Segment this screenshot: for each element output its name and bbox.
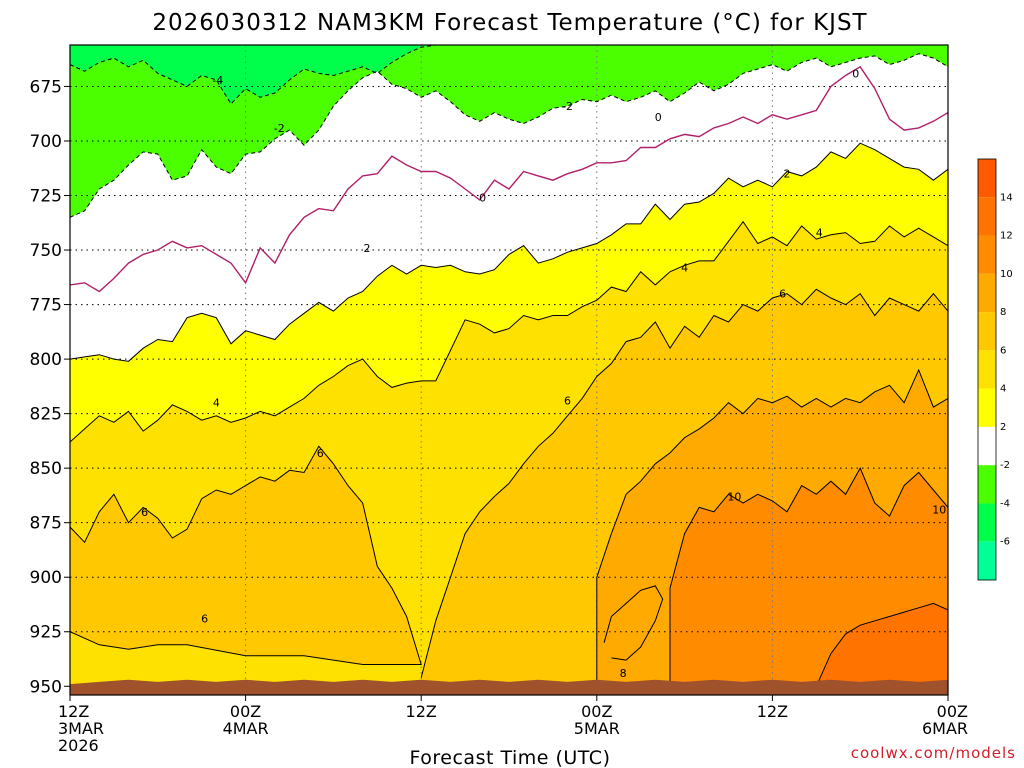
x-tick-label: 2026 xyxy=(58,736,99,755)
isotherm-0 xyxy=(70,65,948,293)
colorbar-label: 12 xyxy=(1000,231,1013,242)
isotherm-outline xyxy=(70,445,422,665)
contour-label: 6 xyxy=(779,288,786,301)
contour-label: -4 xyxy=(212,74,223,87)
y-tick-label: 800 xyxy=(30,350,62,370)
isotherm-outline xyxy=(603,585,664,661)
colorbar-segment xyxy=(978,426,996,466)
plot-area xyxy=(70,45,948,695)
contour-label: 0 xyxy=(852,67,859,80)
colorbar-label: -6 xyxy=(1000,537,1010,548)
colorbar-segment xyxy=(978,350,996,389)
isotherm-outline xyxy=(420,288,948,687)
isotherm-2 xyxy=(70,142,948,362)
isotherm-outline xyxy=(596,368,948,687)
isotherm-outline xyxy=(669,467,948,687)
ground-surface xyxy=(70,679,948,695)
colorbar-label: -2 xyxy=(1000,460,1010,471)
contour-label: 6 xyxy=(141,506,148,519)
colorbar-label: 4 xyxy=(1000,384,1006,395)
contour-label: -2 xyxy=(562,100,573,113)
colorbar-frame xyxy=(977,158,997,581)
x-tick-label: 00Z xyxy=(230,702,261,721)
colorbar-segment xyxy=(978,197,996,236)
x-tick-label: 12Z xyxy=(406,702,437,721)
contour-label: 0 xyxy=(655,111,662,124)
colorbar-segment xyxy=(978,388,996,427)
contour-label: 6 xyxy=(201,613,208,626)
colorbar-label: 2 xyxy=(1000,422,1006,433)
y-tick-label: 825 xyxy=(30,405,62,425)
y-tick-label: 725 xyxy=(30,187,62,207)
contour-label: 2 xyxy=(364,242,371,255)
band-below-minus4 xyxy=(70,45,436,104)
x-tick-label: 5MAR xyxy=(574,719,620,738)
ground-fill xyxy=(70,679,948,695)
x-tick-label: 4MAR xyxy=(223,719,269,738)
colorbar-label: 10 xyxy=(1000,269,1013,280)
plot-frame xyxy=(69,44,949,696)
x-tick-label: 00Z xyxy=(581,702,612,721)
contour-label: 4 xyxy=(816,227,823,240)
y-tick-label: 950 xyxy=(30,677,62,697)
y-tick-label: 675 xyxy=(30,77,62,97)
y-axis: 675 700 725 750 775 800 825 850 875 900 925 950 xyxy=(30,77,70,697)
x-tick-label: 12Z xyxy=(757,702,788,721)
contour-label: 4 xyxy=(681,261,688,274)
colorbar-segment xyxy=(978,159,996,198)
colorbar-label: -4 xyxy=(1000,498,1010,509)
colorbar-segment xyxy=(978,273,996,313)
y-tick-label: 925 xyxy=(30,623,62,643)
y-tick-label: 875 xyxy=(30,514,62,534)
isotherm-outline xyxy=(815,602,948,687)
y-tick-label: 775 xyxy=(30,296,62,316)
x-tick-label: 6MAR xyxy=(922,719,968,738)
chart-title: 2026030312 NAM3KM Forecast Temperature (… xyxy=(152,10,867,36)
y-tick-label: 700 xyxy=(30,132,62,152)
contour-labels: -4 -2 -2 0 0 0 2 2 4 4 4 6 6 6 6 6 8 10 10 xyxy=(141,67,946,680)
isotherm--2 xyxy=(70,53,948,218)
contour-label: 2 xyxy=(784,168,791,181)
contour-label: 0 xyxy=(479,192,486,205)
colorbar: 14 12 10 8 6 4 2 -2 -4 -6 xyxy=(977,158,1013,581)
colorbar-segment xyxy=(978,503,996,542)
contour-label: 10 xyxy=(932,504,946,517)
colorbar-segment xyxy=(978,235,996,274)
colorbar-label: 6 xyxy=(1000,345,1006,356)
colorbar-segment xyxy=(978,465,996,504)
x-tick-label: 00Z xyxy=(937,702,968,721)
isotherm-lines xyxy=(70,45,948,687)
temperature-bands xyxy=(70,45,948,695)
y-tick-label: 900 xyxy=(30,568,62,588)
contour-label: 4 xyxy=(213,397,220,410)
colorbar-segment xyxy=(978,312,996,351)
contour-label: 6 xyxy=(564,395,571,408)
x-tick-label: 12Z xyxy=(58,702,89,721)
contour-label: 8 xyxy=(620,667,627,680)
isotherm-4 xyxy=(70,220,948,443)
x-tick-label: 3MAR xyxy=(58,719,104,738)
colorbar-label: 14 xyxy=(1000,192,1013,203)
colorbar-label: 8 xyxy=(1000,307,1006,318)
colorbar-segment xyxy=(978,541,996,580)
band-8-to-10-pocket xyxy=(604,585,663,661)
contour-label: -2 xyxy=(274,122,285,135)
contour-label: 6 xyxy=(317,447,324,460)
y-tick-label: 750 xyxy=(30,241,62,261)
band-6-to-8-a xyxy=(70,446,422,665)
x-axis-title: Forecast Time (UTC) xyxy=(410,747,611,768)
contour-label: 10 xyxy=(727,491,741,504)
band-12-to-14 xyxy=(816,603,948,687)
y-tick-label: 850 xyxy=(30,459,62,479)
credit-text: coolwx.com/models xyxy=(851,744,1016,762)
